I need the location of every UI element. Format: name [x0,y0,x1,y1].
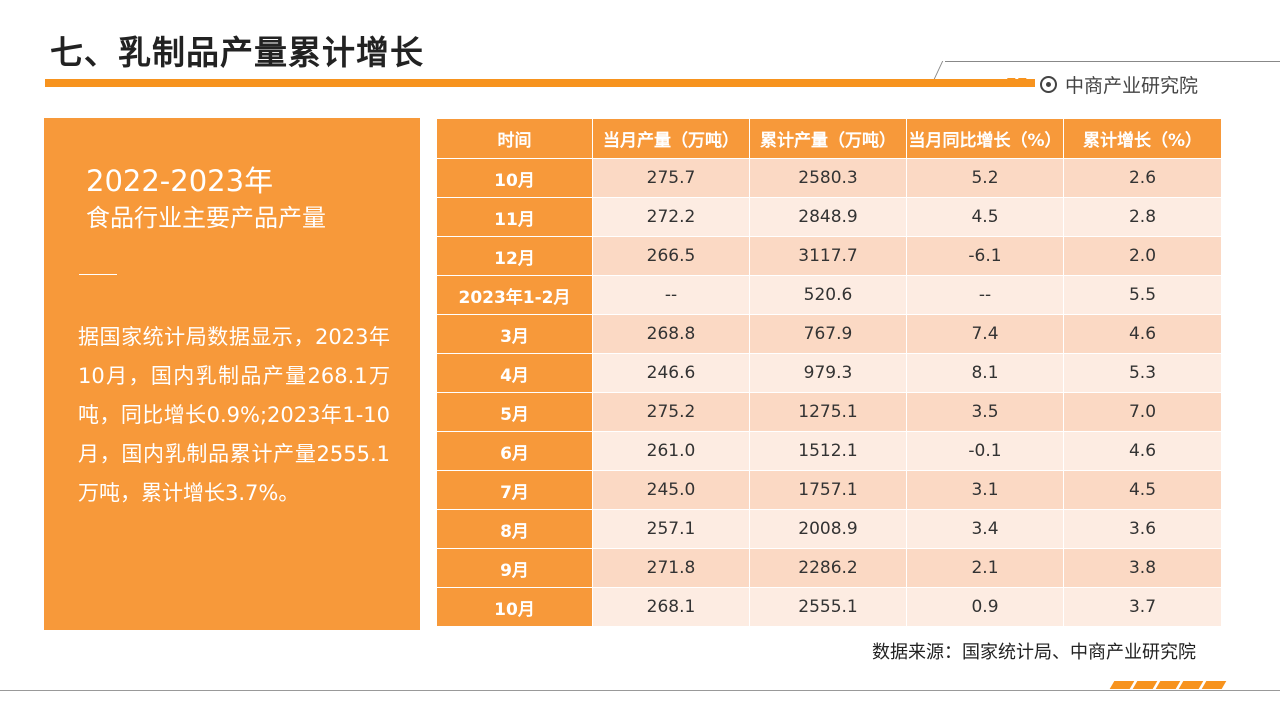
table-header-row: 时间 当月产量（万吨） 累计产量（万吨） 当月同比增长（%） 累计增长（%） [436,118,1222,159]
row-period: 9月 [436,548,593,588]
table-row: 3月 268.8 767.9 7.4 4.6 [436,314,1222,354]
row-period: 2023年1-2月 [436,275,593,315]
row-period: 10月 [436,587,593,627]
table-cell: 2555.1 [749,587,907,627]
table-row: 2023年1-2月 -- 520.6 -- 5.5 [436,275,1222,315]
header-time: 时间 [436,118,593,159]
header-monthly-yoy: 当月同比增长（%） [906,118,1064,159]
brand-logo: 中商产业研究院 [1040,71,1198,98]
table-cell: 2.6 [1063,158,1222,198]
table-cell: 246.6 [592,353,750,393]
title-divider-line [945,61,1280,62]
dairy-production-table: 时间 当月产量（万吨） 累计产量（万吨） 当月同比增长（%） 累计增长（%） 1… [436,118,1222,627]
row-period: 3月 [436,314,593,354]
table-cell: 5.2 [906,158,1064,198]
table-cell: 8.1 [906,353,1064,393]
header-cumulative-output: 累计产量（万吨） [749,118,907,159]
table-cell: 275.2 [592,392,750,432]
table-cell: 0.9 [906,587,1064,627]
table-row: 11月 272.2 2848.9 4.5 2.8 [436,197,1222,237]
row-period: 7月 [436,470,593,510]
table-row: 4月 246.6 979.3 8.1 5.3 [436,353,1222,393]
table-cell: 3.1 [906,470,1064,510]
page-title: 七、乳制品产量累计增长 [50,33,424,72]
header-monthly-output: 当月产量（万吨） [592,118,750,159]
table-cell: -- [592,275,750,315]
table-cell: 261.0 [592,431,750,471]
brand-name: 中商产业研究院 [1065,75,1199,97]
table-cell: -0.1 [906,431,1064,471]
table-cell: 266.5 [592,236,750,276]
accent-stripes [1002,78,1027,87]
table-row: 6月 261.0 1512.1 -0.1 4.6 [436,431,1222,471]
table-cell: 3.7 [1063,587,1222,627]
table-cell: 4.5 [1063,470,1222,510]
panel-year: 2022-2023年 [86,164,274,198]
panel-divider [79,274,117,275]
table-cell: 767.9 [749,314,907,354]
data-source: 数据来源：国家统计局、中商产业研究院 [872,642,1196,663]
table-cell: 5.3 [1063,353,1222,393]
table-cell: 1512.1 [749,431,907,471]
footer-line [0,690,1280,691]
table-cell: 3.6 [1063,509,1222,549]
table-cell: 275.7 [592,158,750,198]
table-row: 12月 266.5 3117.7 -6.1 2.0 [436,236,1222,276]
row-period: 8月 [436,509,593,549]
table-row: 10月 268.1 2555.1 0.9 3.7 [436,587,1222,627]
table-cell: 2286.2 [749,548,907,588]
table-cell: 3.4 [906,509,1064,549]
table-cell: 3.5 [906,392,1064,432]
row-period: 4月 [436,353,593,393]
summary-panel: 2022-2023年 食品行业主要产品产量 据国家统计局数据显示，2023年10… [44,118,420,630]
table-cell: 1757.1 [749,470,907,510]
table-row: 10月 275.7 2580.3 5.2 2.6 [436,158,1222,198]
row-period: 11月 [436,197,593,237]
table-body: 10月 275.7 2580.3 5.2 2.6 11月 272.2 2848.9 4.5 2.8… [436,158,1222,627]
table-cell: 5.5 [1063,275,1222,315]
table-cell: 4.5 [906,197,1064,237]
table-cell: 272.2 [592,197,750,237]
table-cell: 268.8 [592,314,750,354]
table-cell: 3117.7 [749,236,907,276]
brand-circle-icon [1040,76,1057,93]
table-cell: 2.1 [906,548,1064,588]
table-cell: 2.8 [1063,197,1222,237]
table-cell: 2008.9 [749,509,907,549]
table-cell: 268.1 [592,587,750,627]
table-cell: 7.4 [906,314,1064,354]
table-cell: 271.8 [592,548,750,588]
table-row: 7月 245.0 1757.1 3.1 4.5 [436,470,1222,510]
row-period: 10月 [436,158,593,198]
table-cell: 979.3 [749,353,907,393]
table-cell: 2.0 [1063,236,1222,276]
title-divider-slant [933,61,944,79]
table-row: 9月 271.8 2286.2 2.1 3.8 [436,548,1222,588]
table-cell: 245.0 [592,470,750,510]
panel-description: 据国家统计局数据显示，2023年10月，国内乳制品产量268.1万吨，同比增长0… [78,325,390,505]
footer-stripes [1109,681,1227,689]
title-accent-bar [45,79,1035,87]
table-row: 8月 257.1 2008.9 3.4 3.6 [436,509,1222,549]
table-cell: 520.6 [749,275,907,315]
table-cell: 4.6 [1063,314,1222,354]
table-cell: 257.1 [592,509,750,549]
table-cell: -6.1 [906,236,1064,276]
row-period: 12月 [436,236,593,276]
table-cell: 4.6 [1063,431,1222,471]
table-cell: -- [906,275,1064,315]
table-cell: 2580.3 [749,158,907,198]
table-row: 5月 275.2 1275.1 3.5 7.0 [436,392,1222,432]
header-cumulative-growth: 累计增长（%） [1063,118,1222,159]
table-cell: 2848.9 [749,197,907,237]
row-period: 5月 [436,392,593,432]
table-cell: 3.8 [1063,548,1222,588]
panel-heading: 食品行业主要产品产量 [86,204,326,232]
table-cell: 1275.1 [749,392,907,432]
table-cell: 7.0 [1063,392,1222,432]
row-period: 6月 [436,431,593,471]
